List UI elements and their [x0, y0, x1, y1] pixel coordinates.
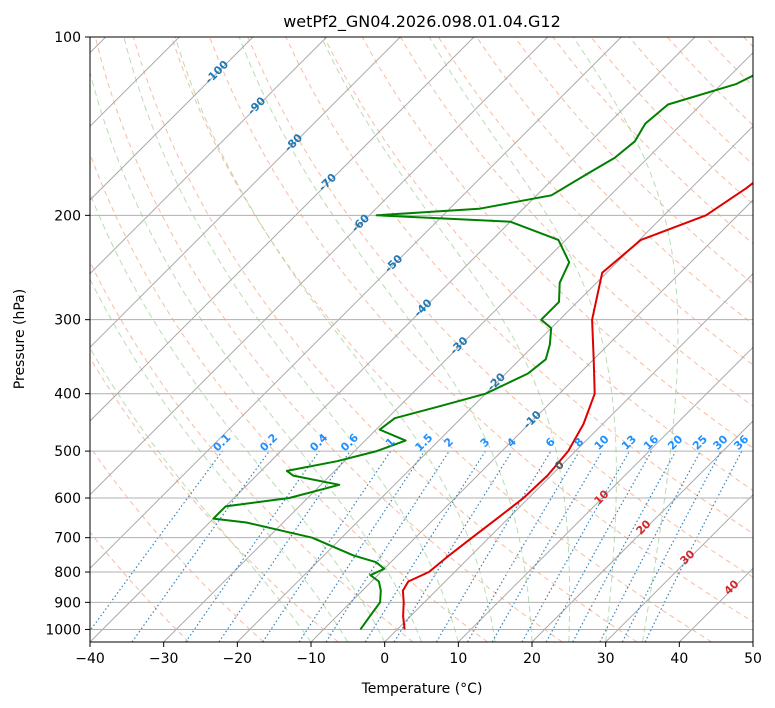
dry-adiabat-line [90, 531, 190, 642]
mixing-ratio-line [393, 450, 513, 642]
y-tick-label: 300 [54, 313, 81, 329]
y-tick-label: 800 [54, 565, 81, 581]
x-axis-label: Temperature (°C) [361, 681, 483, 697]
isotherm-line [90, 37, 475, 422]
isotherm-line [310, 199, 753, 642]
y-tick-label: 700 [54, 531, 81, 547]
isotherm-line [90, 37, 254, 201]
mixing-ratio-line [185, 450, 320, 642]
mixing-ratio-line [298, 450, 425, 642]
moist-adiabat-line [123, 37, 459, 642]
x-tick-label: −40 [75, 651, 105, 667]
moist-adiabat-line [572, 37, 679, 642]
x-tick-label: −10 [296, 651, 326, 667]
isotherm-line [457, 346, 753, 642]
mixing-ratio-line [90, 450, 223, 632]
dry-adiabat-line [132, 37, 638, 642]
y-tick-label: 200 [54, 208, 81, 224]
y-tick-label: 900 [54, 595, 81, 611]
dry-adiabat-line [247, 37, 753, 578]
mixing-ratio-line [545, 450, 653, 642]
isotherm-line [90, 37, 622, 570]
mixing-ratio-line [644, 450, 743, 642]
isotherm-line [384, 272, 753, 642]
dry-adiabat-line [90, 356, 339, 642]
isotherm-line [531, 420, 753, 642]
moist-adiabat-line [90, 192, 386, 642]
profile-series [212, 74, 753, 630]
dry-adiabat-line [361, 37, 753, 449]
y-tick-label: 500 [54, 444, 81, 460]
mixing-ratio-line [325, 450, 450, 642]
isotherm-line [90, 37, 549, 496]
isotherm-line [605, 493, 753, 642]
y-tick-label: 600 [54, 491, 81, 507]
dry-adiabat-line [90, 152, 488, 642]
dry-adiabat-line [90, 446, 264, 642]
dry-adiabat-line [209, 37, 753, 623]
isotherm-line [90, 37, 328, 275]
isotherm-line [90, 37, 696, 642]
x-axis-ticks: −40 −30 −20 −10 0 10 20 30 40 50 [75, 642, 762, 667]
chart-title: wetPf2_GN04.2026.098.01.04.G12 [283, 12, 561, 32]
mixing-ratio-line [218, 450, 351, 642]
mixing-ratio-line [572, 450, 677, 642]
x-tick-label: 20 [523, 651, 541, 667]
isotherm-line [90, 37, 401, 349]
x-tick-label: −30 [149, 651, 179, 667]
x-tick-label: 30 [597, 651, 615, 667]
y-tick-label: 1000 [45, 622, 81, 638]
moist-adiabat-line [428, 37, 617, 642]
dry-adiabat-line [171, 37, 712, 642]
y-tick-label: 400 [54, 387, 81, 403]
background-lines [90, 37, 753, 642]
y-axis-label: Pressure (hPa) [12, 289, 28, 389]
isotherm-line [163, 51, 753, 642]
isotherm-line [236, 125, 753, 642]
moist-adiabat-line [90, 278, 349, 642]
y-tick-label: 100 [54, 30, 81, 46]
pressure-gridlines [90, 37, 753, 630]
mixing-ratio-line [521, 450, 631, 642]
x-tick-label: −20 [223, 651, 253, 667]
mixing-ratio-line [131, 450, 270, 642]
dry-adiabat-line [94, 37, 563, 642]
dry-adiabat-line [514, 37, 753, 285]
x-tick-label: 0 [380, 651, 389, 667]
y-axis-ticks: 100 200 300 400 500 600 700 800 900 1000 [45, 30, 90, 638]
x-tick-label: 50 [744, 651, 762, 667]
x-tick-label: 10 [449, 651, 467, 667]
moist-adiabat-line [320, 37, 571, 642]
moist-adiabat-line [174, 37, 496, 642]
x-tick-label: 40 [670, 651, 688, 667]
plot-frame [89, 36, 754, 643]
mixing-ratio-line [262, 450, 392, 642]
series-line-1 [401, 181, 753, 630]
moist-adiabat-line [238, 37, 533, 642]
series-line-2 [212, 74, 753, 630]
